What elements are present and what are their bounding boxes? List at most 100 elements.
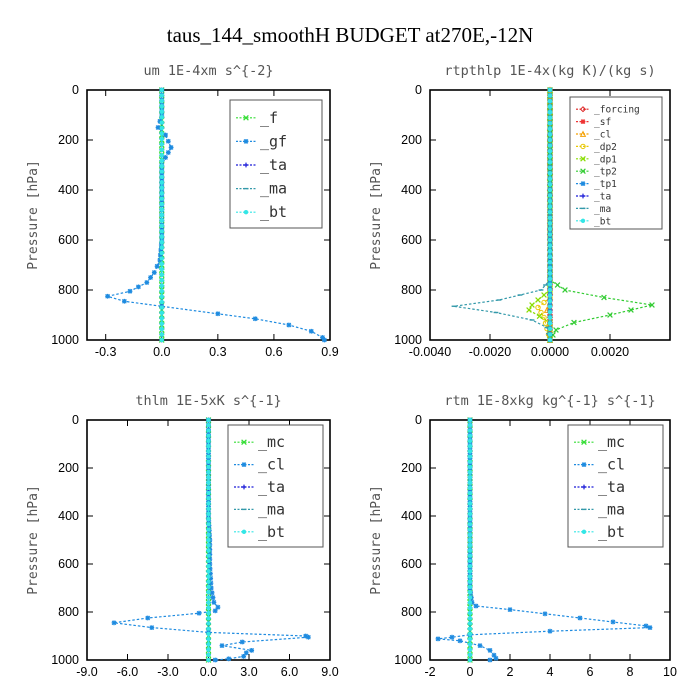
- x-tick-label: 0.0: [200, 665, 217, 679]
- data-point: [160, 93, 164, 97]
- data-point: [249, 648, 254, 653]
- data-point: [468, 548, 472, 552]
- data-point: [468, 428, 472, 432]
- data-point: [548, 193, 552, 197]
- data-point: [206, 647, 210, 651]
- data-point: [206, 585, 210, 589]
- data-point: [206, 465, 210, 469]
- data-point: [468, 486, 472, 490]
- data-point: [527, 308, 532, 313]
- legend-marker: [244, 210, 248, 214]
- data-point: [468, 626, 472, 630]
- y-tick-label: 400: [58, 509, 79, 523]
- y-axis-label: Pressure [hPa]: [26, 485, 41, 595]
- y-tick-label: 0: [72, 413, 79, 427]
- data-point: [474, 604, 479, 609]
- panel-title: rtpthlp 1E-4x(kg K)/(kg s): [444, 63, 655, 79]
- y-tick-label: 600: [58, 233, 79, 247]
- legend: _mc_cl_ta_ma_bt: [228, 425, 323, 547]
- data-point: [543, 611, 548, 616]
- data-point: [160, 316, 164, 320]
- x-tick-label: 8: [627, 665, 634, 679]
- data-point: [206, 564, 210, 568]
- data-point: [160, 104, 164, 108]
- x-tick-label: 9.0: [321, 665, 338, 679]
- x-tick-label: 0.0000: [531, 345, 569, 359]
- legend: _mc_cl_ta_ma_bt: [568, 425, 663, 547]
- data-point: [122, 299, 127, 304]
- x-tick-label: -0.0040: [409, 345, 451, 359]
- panel-title: rtm 1E-8xkg kg^{-1} s^{-1}: [444, 393, 655, 409]
- legend-label: _bt: [260, 203, 287, 221]
- data-point: [468, 506, 472, 510]
- y-tick-label: 600: [401, 557, 422, 571]
- x-tick-label: 6.0: [281, 665, 298, 679]
- data-point: [548, 249, 552, 253]
- data-point: [206, 428, 210, 432]
- y-tick-label: 200: [58, 461, 79, 475]
- legend-label: _sf: [594, 117, 611, 128]
- data-point: [206, 632, 210, 636]
- data-point: [160, 338, 164, 342]
- data-point: [548, 182, 552, 186]
- data-point: [206, 658, 210, 662]
- data-point: [478, 643, 483, 648]
- legend: _forcing_sf_cl_dp2_dp1_tp2_tp1_ta_ma_bt: [570, 97, 662, 229]
- series-ma: [452, 90, 553, 340]
- data-point: [149, 625, 154, 630]
- data-point: [206, 496, 210, 500]
- data-point: [160, 332, 164, 336]
- data-point: [112, 620, 117, 625]
- data-point: [548, 332, 552, 336]
- legend-label: _ma: [594, 204, 611, 215]
- data-point: [468, 439, 472, 443]
- data-point: [160, 294, 164, 298]
- data-point: [206, 621, 210, 625]
- data-point: [206, 533, 210, 537]
- x-tick-label: -0.3: [95, 345, 117, 359]
- legend-label: _cl: [594, 130, 611, 141]
- data-point: [578, 616, 583, 621]
- legend-label: _ta: [598, 478, 625, 496]
- data-point: [216, 605, 221, 610]
- data-point: [152, 270, 157, 275]
- data-point: [206, 606, 210, 610]
- data-point: [206, 475, 210, 479]
- y-tick-label: 800: [401, 283, 422, 297]
- budget-figure: taus_144_smoothH BUDGET at270E,-12N um 1…: [0, 0, 700, 700]
- y-tick-label: 1000: [394, 653, 422, 667]
- data-point: [160, 224, 164, 228]
- data-point: [148, 275, 153, 280]
- data-point: [197, 611, 202, 616]
- y-tick-label: 200: [401, 133, 422, 147]
- data-point: [548, 149, 552, 153]
- data-point: [488, 648, 493, 653]
- data-point: [160, 235, 164, 239]
- data-point: [548, 316, 552, 320]
- data-point: [244, 650, 249, 655]
- data-point: [468, 553, 472, 557]
- data-point: [206, 522, 210, 526]
- data-point: [160, 115, 164, 119]
- data-point: [530, 303, 535, 308]
- data-point: [468, 616, 472, 620]
- data-point: [144, 280, 149, 285]
- data-point: [468, 632, 472, 636]
- data-point: [160, 153, 164, 157]
- data-point: [548, 293, 552, 297]
- data-point: [160, 191, 164, 195]
- data-point: [226, 656, 231, 661]
- data-point: [468, 527, 472, 531]
- data-point: [206, 569, 210, 573]
- data-point: [160, 120, 164, 124]
- data-point: [468, 517, 472, 521]
- data-point: [554, 328, 559, 333]
- data-point: [468, 590, 472, 594]
- data-point: [160, 311, 164, 315]
- data-point: [548, 116, 552, 120]
- data-point: [206, 423, 210, 427]
- data-point: [206, 600, 210, 604]
- data-point: [206, 460, 210, 464]
- data-point: [468, 658, 472, 662]
- legend-label: _f: [260, 109, 278, 127]
